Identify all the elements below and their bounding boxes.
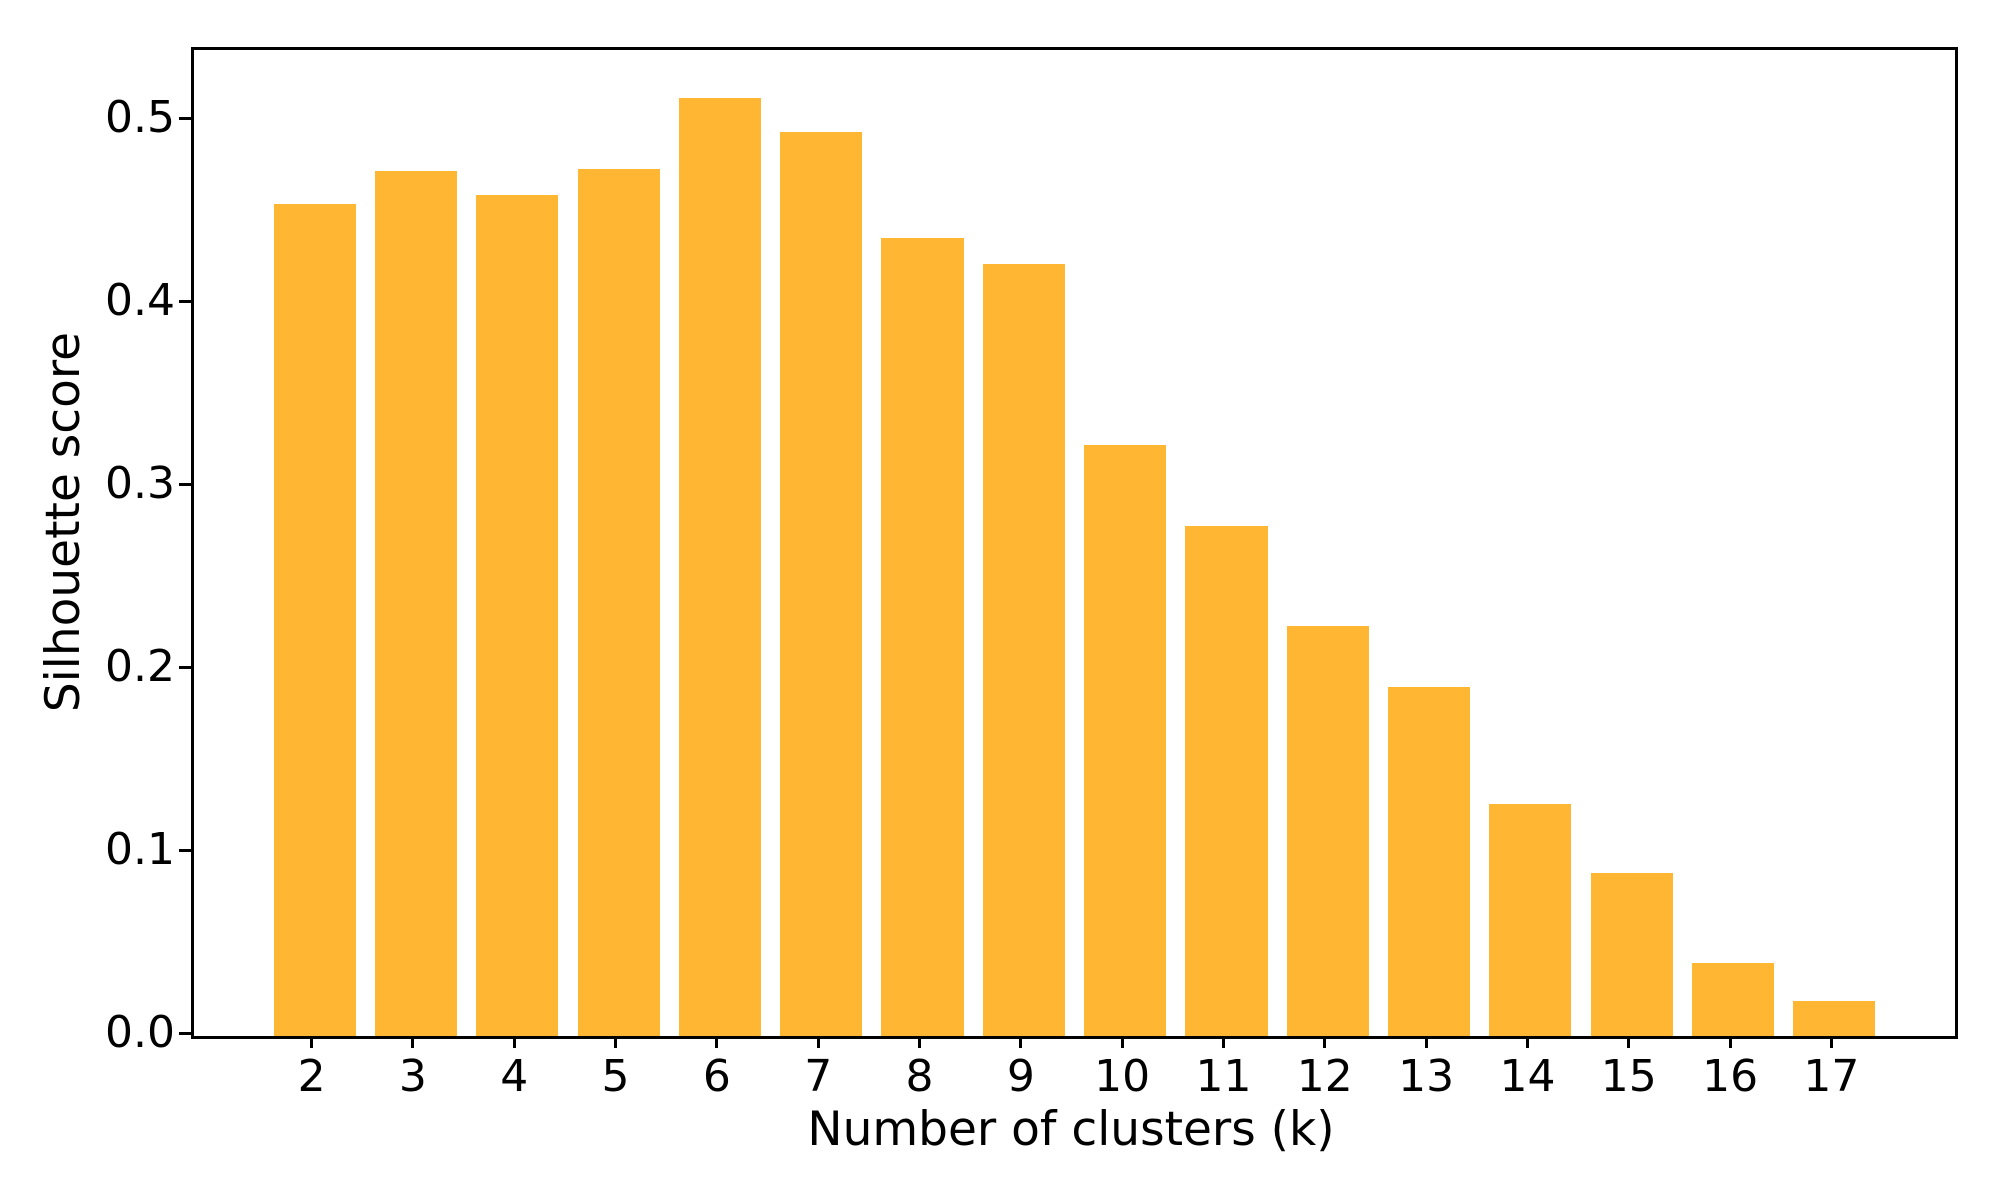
y-tick-mark: [179, 116, 191, 120]
y-tick-label: 0.2: [105, 641, 175, 693]
bar-k-11: [1185, 525, 1268, 1036]
x-tick-label: 2: [297, 1051, 326, 1102]
y-tick-label: 0.4: [105, 275, 175, 327]
x-tick-mark: [1221, 1036, 1225, 1048]
x-tick-label: 6: [702, 1051, 731, 1102]
y-tick-mark: [179, 1031, 191, 1035]
x-tick-mark: [1728, 1036, 1732, 1048]
x-tick-mark: [310, 1036, 314, 1048]
x-axis-label: Number of clusters (k): [807, 1102, 1335, 1157]
x-tick-mark: [715, 1036, 719, 1048]
x-tick-mark: [918, 1036, 921, 1048]
x-tick-mark: [512, 1036, 516, 1048]
x-tick-label: 16: [1702, 1051, 1759, 1102]
x-tick-label: 7: [804, 1051, 833, 1102]
bar-k-7: [780, 132, 863, 1036]
y-tick-label: 0.5: [105, 92, 175, 144]
x-tick-mark: [816, 1036, 820, 1048]
x-tick-mark: [1323, 1036, 1327, 1048]
x-tick-label: 3: [398, 1051, 427, 1102]
bar-k-8: [881, 238, 964, 1036]
x-tick-mark: [1829, 1036, 1833, 1048]
bars-layer: [194, 50, 1955, 1036]
bar-k-3: [374, 170, 457, 1036]
x-tick-label: 9: [1006, 1051, 1035, 1102]
x-tick-mark: [1627, 1036, 1631, 1048]
x-tick-label: 8: [905, 1051, 934, 1102]
x-tick-mark: [1424, 1036, 1428, 1048]
y-tick-mark: [179, 848, 191, 852]
bar-k-15: [1590, 873, 1673, 1036]
bar-k-13: [1388, 686, 1471, 1036]
y-tick-mark: [179, 299, 191, 303]
x-tick-label: 4: [500, 1051, 529, 1102]
y-tick-label: 0.3: [105, 458, 175, 510]
x-tick-mark: [1120, 1036, 1124, 1048]
x-tick-mark: [411, 1036, 415, 1048]
x-tick-label: 13: [1398, 1051, 1455, 1102]
bar-k-2: [273, 203, 356, 1036]
y-tick-label: 0.1: [105, 824, 175, 876]
y-tick-mark: [179, 665, 191, 669]
y-axis-label: Silhouette score: [36, 331, 91, 713]
x-tick-mark: [614, 1036, 618, 1048]
bar-k-9: [982, 264, 1065, 1036]
bar-k-10: [1084, 445, 1167, 1036]
x-tick-label: 15: [1600, 1051, 1657, 1102]
x-tick-label: 5: [601, 1051, 630, 1102]
bar-k-12: [1286, 626, 1369, 1036]
y-tick-label: 0.0: [105, 1007, 175, 1058]
x-tick-label: 14: [1499, 1051, 1556, 1102]
x-tick-label: 12: [1296, 1051, 1353, 1102]
bar-k-5: [577, 168, 660, 1036]
x-tick-label: 17: [1803, 1051, 1860, 1102]
x-tick-label: 11: [1195, 1051, 1252, 1102]
bar-k-6: [678, 97, 761, 1036]
bar-k-17: [1793, 1001, 1876, 1036]
bar-k-14: [1489, 803, 1572, 1036]
y-tick-mark: [179, 482, 191, 486]
bar-k-4: [476, 194, 559, 1036]
x-tick-mark: [1019, 1036, 1023, 1048]
x-tick-label: 10: [1094, 1051, 1151, 1102]
plot-area: [191, 47, 1958, 1039]
bar-k-16: [1692, 962, 1775, 1036]
x-tick-mark: [1525, 1036, 1529, 1048]
